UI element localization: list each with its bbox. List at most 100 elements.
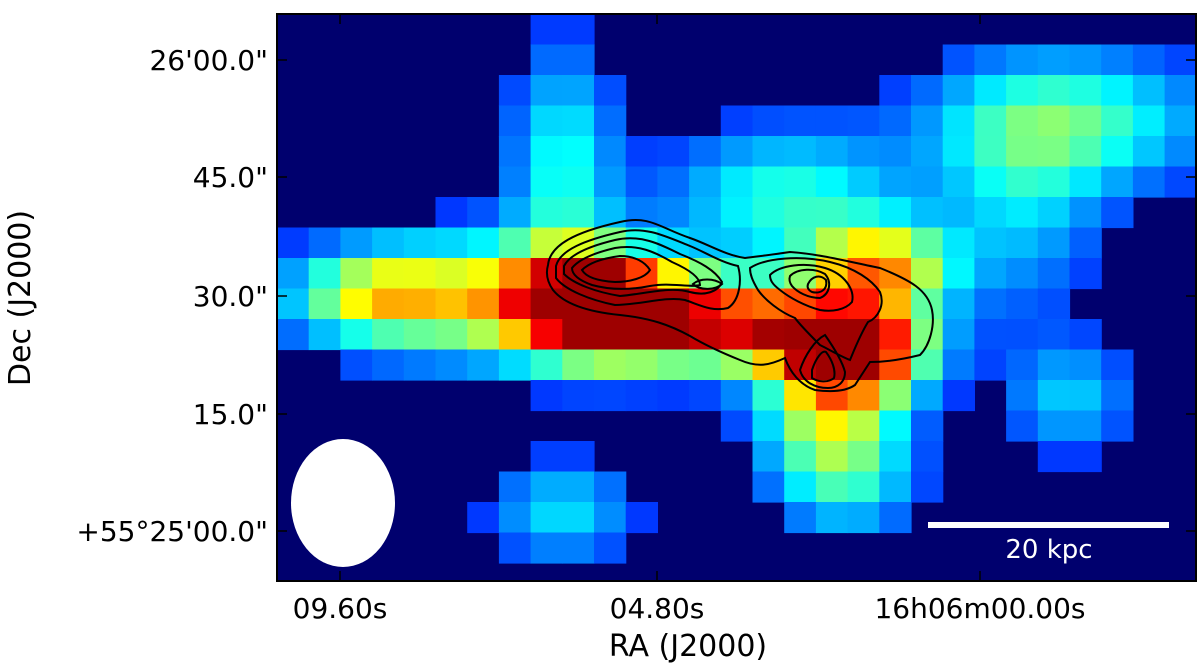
intensity-pixel: [815, 105, 849, 137]
intensity-pixel: [720, 227, 754, 259]
intensity-pixel: [562, 105, 595, 137]
intensity-pixel: [720, 136, 754, 168]
intensity-pixel: [467, 258, 500, 290]
intensity-pixel: [784, 410, 817, 442]
intensity-pixel: [277, 319, 310, 351]
intensity-pixel: [879, 288, 912, 320]
intensity-pixel: [847, 197, 880, 229]
intensity-pixel: [879, 441, 912, 473]
intensity-pixel: [879, 227, 912, 259]
intensity-pixel: [942, 136, 975, 168]
intensity-pixel: [562, 532, 595, 564]
intensity-pixel: [530, 75, 563, 107]
intensity-pixel: [784, 380, 817, 412]
intensity-pixel: [467, 349, 500, 381]
intensity-pixel: [530, 105, 563, 137]
intensity-pixel: [530, 44, 563, 76]
intensity-pixel: [942, 227, 975, 259]
intensity-pixel: [879, 380, 912, 412]
intensity-pixel: [847, 319, 880, 351]
intensity-pixel: [562, 166, 595, 198]
intensity-pixel: [594, 105, 627, 137]
intensity-pixel: [942, 288, 975, 320]
intensity-pixel: [1006, 410, 1039, 442]
contour-level-2: [555, 229, 741, 311]
intensity-pixel: [879, 319, 912, 351]
intensity-pixel: [308, 288, 341, 320]
intensity-pixel: [784, 258, 817, 290]
intensity-pixel: [847, 380, 880, 412]
intensity-pixel: [498, 258, 532, 290]
intensity-pixel: [689, 349, 722, 381]
contour-east-inner: [788, 268, 831, 300]
intensity-pixel: [847, 105, 880, 137]
intensity-pixel: [530, 471, 563, 503]
intensity-pixel: [942, 105, 975, 137]
intensity-pixel: [752, 410, 785, 442]
intensity-pixel: [720, 105, 754, 137]
intensity-pixel: [498, 349, 532, 381]
intensity-pixel: [530, 197, 563, 229]
intensity-pixel: [752, 288, 785, 320]
intensity-pixel: [562, 319, 595, 351]
intensity-pixel: [657, 136, 690, 168]
intensity-pixel: [879, 166, 912, 198]
intensity-pixel: [1069, 105, 1102, 137]
intensity-pixel: [1069, 380, 1102, 412]
intensity-pixel: [467, 227, 500, 259]
intensity-pixel: [1037, 105, 1071, 137]
intensity-pixel: [784, 502, 817, 534]
contour-east-mid: [768, 263, 854, 312]
intensity-pixel: [815, 502, 849, 534]
intensity-pixel: [815, 136, 849, 168]
intensity-pixel: [974, 44, 1007, 76]
intensity-pixel: [1164, 105, 1197, 137]
intensity-pixel: [562, 349, 595, 381]
intensity-pixel: [594, 502, 627, 534]
intensity-pixel: [562, 502, 595, 534]
intensity-pixel: [435, 258, 468, 290]
intensity-pixel: [498, 197, 532, 229]
intensity-pixel: [530, 288, 563, 320]
intensity-pixel: [372, 288, 405, 320]
intensity-pixel: [530, 14, 563, 46]
intensity-pixel: [1101, 410, 1134, 442]
intensity-pixel: [372, 349, 405, 381]
intensity-pixel: [657, 288, 690, 320]
intensity-pixel: [435, 227, 468, 259]
intensity-pixel: [1069, 349, 1102, 381]
intensity-pixel: [752, 441, 785, 473]
intensity-pixel: [530, 136, 563, 168]
intensity-pixel: [752, 105, 785, 137]
intensity-pixel: [1006, 349, 1039, 381]
intensity-pixel: [594, 380, 627, 412]
intensity-pixel: [1006, 105, 1039, 137]
x-tick-label: 16h06m00.00s: [874, 592, 1085, 625]
intensity-pixel: [530, 319, 563, 351]
intensity-pixel: [530, 380, 563, 412]
intensity-pixel: [879, 197, 912, 229]
intensity-pixel: [277, 288, 310, 320]
contour-lines: [545, 219, 934, 393]
intensity-pixel: [911, 105, 944, 137]
intensity-pixel: [1006, 197, 1039, 229]
intensity-pixel: [308, 227, 341, 259]
intensity-pixel: [1101, 44, 1134, 76]
intensity-pixel: [911, 197, 944, 229]
intensity-pixel: [847, 136, 880, 168]
intensity-pixel: [467, 197, 500, 229]
intensity-pixel: [657, 166, 690, 198]
intensity-pixel: [594, 166, 627, 198]
intensity-pixel: [594, 75, 627, 107]
intensity-pixel: [974, 136, 1007, 168]
intensity-pixel: [1006, 380, 1039, 412]
intensity-pixel: [879, 349, 912, 381]
intensity-pixel: [911, 75, 944, 107]
intensity-pixel: [752, 197, 785, 229]
intensity-pixel: [974, 258, 1007, 290]
intensity-pixel: [498, 136, 532, 168]
intensity-pixel: [1037, 75, 1071, 107]
plot-frame: [276, 13, 1197, 582]
intensity-pixel: [815, 227, 849, 259]
intensity-pixel: [847, 410, 880, 442]
